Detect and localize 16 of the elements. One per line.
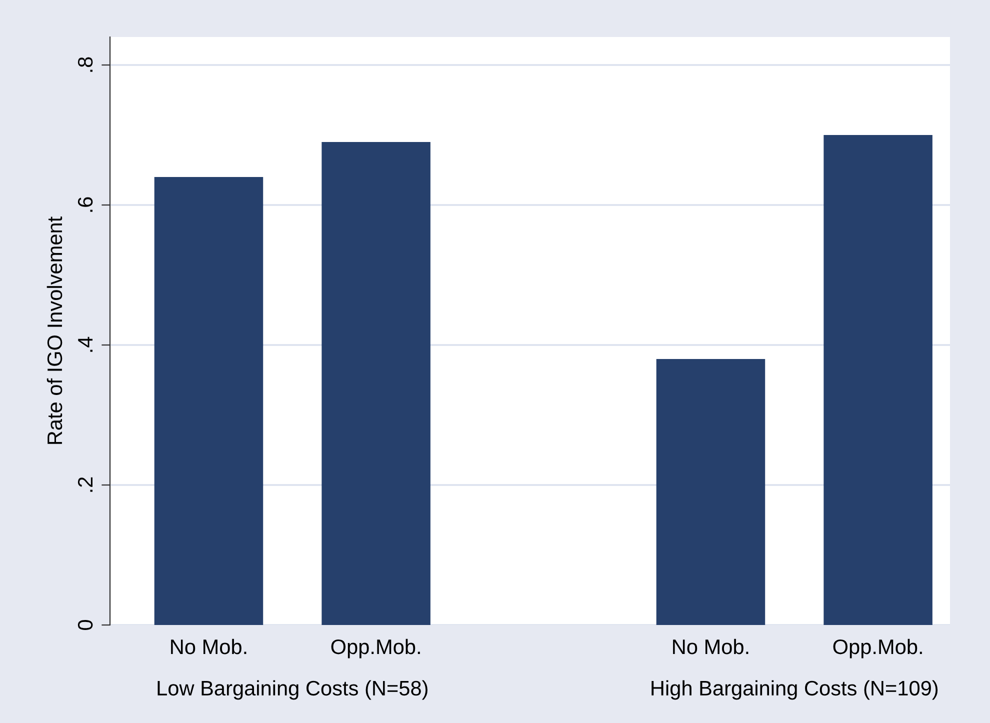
x-tick-label: No Mob. xyxy=(171,638,246,654)
y-tick-label: .4 xyxy=(78,336,92,352)
y-tick-label: .8 xyxy=(78,57,93,72)
text: High Bargaining Costs (N=109) xyxy=(652,680,938,700)
y-tick-label: .2 xyxy=(78,477,92,492)
text: Low Bargaining Costs (N=58) xyxy=(158,680,428,700)
y-tick-label: 0 xyxy=(78,620,93,630)
x-tick-label: No Mob. xyxy=(673,638,748,654)
bar xyxy=(154,177,264,625)
bar xyxy=(322,142,430,625)
y-tick-label: .6 xyxy=(78,197,93,212)
bar xyxy=(656,359,766,625)
bar xyxy=(824,135,932,625)
y-axis-title: Rate of IGO Involvement xyxy=(46,216,62,444)
x-tick-label: Opp.Mob. xyxy=(331,638,420,658)
x-tick-label: Opp.Mob. xyxy=(833,638,922,658)
